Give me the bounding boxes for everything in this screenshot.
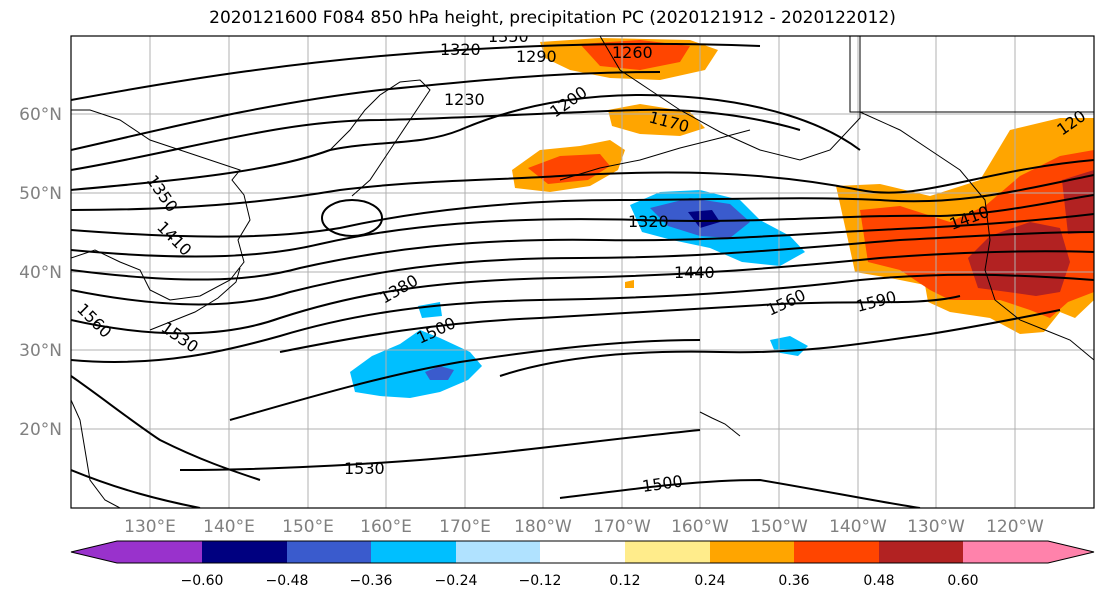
- latitude-labels: 60°N 50°N 40°N 30°N 20°N: [19, 105, 62, 440]
- lon-label: 160°W: [671, 517, 729, 537]
- coast-china: [71, 399, 121, 508]
- colorbar-tick: 0.48: [863, 573, 894, 589]
- map-title: 2020121600 F084 850 hPa height, precipit…: [209, 8, 896, 28]
- contour-label: 1230: [444, 90, 485, 109]
- hawaii: [699, 411, 741, 437]
- lat-label: 60°N: [19, 105, 62, 125]
- lat-label: 20°N: [19, 420, 62, 440]
- lat-label: 50°N: [19, 184, 62, 204]
- colorbar-extend-high: [1048, 541, 1094, 563]
- lon-label: 150°W: [750, 517, 808, 537]
- colorbar-cell: [963, 541, 1048, 563]
- lon-label: 120°W: [986, 517, 1044, 537]
- contour-label: 1530: [344, 459, 385, 478]
- precip-region-subtropical-negative: [350, 330, 482, 398]
- colorbar-cell: [371, 541, 456, 563]
- colorbar-extend-low: [71, 541, 117, 563]
- colorbar-tick: −0.60: [181, 573, 224, 589]
- contour-label: 1440: [674, 263, 715, 282]
- colorbar-cell: [202, 541, 287, 563]
- lon-label: 150°E: [282, 517, 334, 537]
- coast-north-america: [859, 111, 1094, 361]
- coast-asia: [71, 109, 251, 301]
- lon-label: 130°E: [124, 517, 176, 537]
- colorbar-cell: [287, 541, 371, 563]
- colorbar-tick: 0.12: [609, 573, 640, 589]
- colorbar-tick: 0.24: [694, 573, 725, 589]
- colorbar-cell: [710, 541, 794, 563]
- colorbar-tick: −0.24: [435, 573, 478, 589]
- contour-label: 1260: [612, 43, 653, 62]
- height-contours: [71, 42, 1094, 508]
- map-frame: [70, 35, 1095, 509]
- coast-kamchatka: [329, 79, 431, 197]
- colorbar-tick: −0.48: [266, 573, 309, 589]
- lat-label: 40°N: [19, 263, 62, 283]
- lon-label: 170°E: [439, 517, 491, 537]
- contour-label: 1320: [440, 40, 481, 59]
- colorbar-tick: 0.60: [947, 573, 978, 589]
- lon-label: 180°W: [514, 517, 572, 537]
- lon-label: 130°W: [907, 517, 965, 537]
- lon-label: 140°W: [829, 517, 887, 537]
- colorbar-cell: [879, 541, 963, 563]
- colorbar-cell: [794, 541, 879, 563]
- contour-label: 1350: [488, 27, 529, 46]
- lat-label: 30°N: [19, 341, 62, 361]
- colorbar-cell: [456, 541, 540, 563]
- colorbar-cell: [117, 541, 202, 563]
- graticule: [71, 36, 1094, 508]
- colorbar-tick: −0.36: [350, 573, 393, 589]
- lon-label: 160°E: [360, 517, 412, 537]
- contour-label: 1320: [628, 212, 669, 231]
- colorbar-tick: 0.36: [778, 573, 809, 589]
- lon-label: 170°W: [593, 517, 651, 537]
- contour-label: 1290: [516, 47, 557, 66]
- colorbar-cell: [540, 541, 625, 563]
- colorbar: −0.60 −0.48 −0.36 −0.24 −0.12 0.12 0.24 …: [70, 540, 1095, 589]
- coast-alaska: [599, 36, 861, 161]
- coast-aleutians: [559, 129, 751, 181]
- colorbar-tick: −0.12: [519, 573, 562, 589]
- lon-label: 140°E: [203, 517, 255, 537]
- colorbar-cell: [625, 541, 710, 563]
- longitude-labels: 130°E 140°E 150°E 160°E 170°E 180°W 170°…: [124, 517, 1044, 537]
